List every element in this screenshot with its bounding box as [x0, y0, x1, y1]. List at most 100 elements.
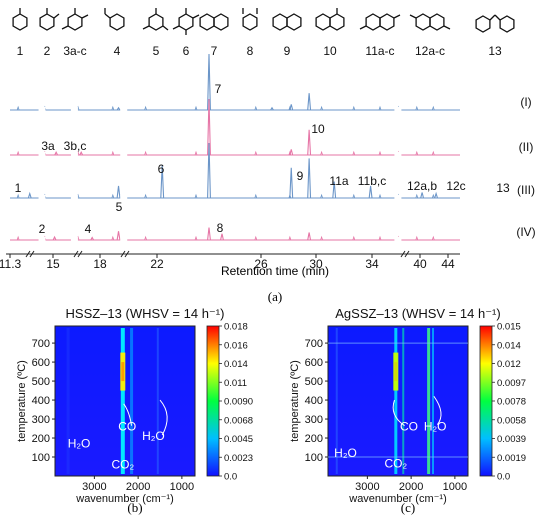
peak-label: 9	[297, 169, 304, 183]
colorbar-tick-label: 0.0090	[224, 397, 253, 408]
y-tick-label: 400	[32, 395, 50, 407]
axis-break	[70, 107, 78, 113]
colorbar-tick-label: 0.018	[224, 322, 248, 333]
minor-peak	[415, 235, 419, 241]
benzene-ring	[242, 13, 258, 31]
y-axis-label: temperature (ºC)	[289, 360, 301, 442]
panel-label-c: (c)	[401, 500, 415, 515]
minor-peak	[111, 150, 115, 156]
colorbar-tick-label: 0.0023	[224, 453, 253, 464]
minor-peak	[378, 150, 382, 156]
axis-break-mark	[25, 250, 35, 258]
minor-peak	[378, 105, 382, 111]
minor-peak	[194, 150, 198, 156]
y-tick-label: 600	[32, 357, 50, 369]
axis-break	[38, 237, 46, 243]
peak-label: 10	[311, 122, 325, 136]
benzene-ring	[109, 13, 125, 31]
chromatogram-peak	[52, 235, 57, 241]
benzene-ring	[12, 13, 28, 31]
y-tick-label: 200	[305, 433, 323, 445]
benzene-ring	[67, 13, 83, 31]
compound-label: 3a-c	[63, 44, 86, 58]
compound-label: 8	[247, 44, 254, 58]
minor-peak	[16, 150, 20, 156]
trace-label: (IV)	[516, 225, 535, 239]
chromatogram-peak	[160, 164, 165, 199]
y-tick-label: 700	[32, 338, 50, 350]
axis-break	[70, 237, 78, 243]
axis-break	[120, 195, 128, 201]
heatmap-annotation: H₂O	[424, 419, 447, 433]
heatmap-annotation: CO	[118, 419, 136, 433]
axis-break	[394, 107, 402, 113]
chromatogram-peak	[420, 192, 425, 199]
compound-label: 6	[183, 44, 190, 58]
minor-peak	[288, 235, 292, 241]
x-tick-label: 1000	[170, 481, 194, 493]
axis-break	[70, 195, 78, 201]
absorption-band	[130, 328, 134, 474]
minor-peak	[320, 193, 323, 199]
compound-label: 13	[488, 44, 502, 58]
colorbar-tick-label: 0.014	[224, 359, 248, 370]
absorption-band	[402, 328, 405, 474]
minor-peak	[16, 235, 20, 241]
benzene-ring	[148, 13, 164, 31]
colorbar-tick-label: 0.0	[224, 472, 237, 483]
axis-break-mark	[400, 250, 410, 258]
peak-label: 5	[116, 200, 123, 214]
minor-peak	[431, 193, 435, 199]
axis-break	[394, 152, 402, 158]
peak-label: 2	[39, 222, 46, 236]
benzene-ring	[199, 13, 215, 31]
y-tick-label: 300	[32, 414, 50, 426]
structure-8	[242, 8, 258, 31]
axis-break-mark	[73, 250, 83, 258]
minor-peak	[111, 105, 115, 111]
x-tick-label: 44	[441, 257, 455, 271]
heatmap-title: AgSSZ–13 (WHSV = 14 h⁻¹)	[335, 306, 500, 321]
x-tick-label: 2000	[399, 481, 423, 493]
trace-0	[10, 53, 460, 113]
y-tick-label: 300	[305, 414, 323, 426]
axis-break	[120, 152, 128, 158]
y-axis-label: temperature (ºC)	[16, 360, 28, 442]
chromatogram-peak	[307, 232, 312, 241]
structure-11a-c	[359, 13, 401, 31]
heatmap-area	[327, 325, 469, 477]
peak-label: 12a,b	[407, 179, 437, 193]
y-tick-label: 100	[32, 452, 50, 464]
minor-peak	[144, 193, 147, 199]
minor-peak	[431, 235, 435, 241]
colorbar	[479, 325, 493, 477]
colorbar-tick-label: 0.0039	[497, 434, 526, 445]
x-tick-label: 15	[46, 257, 60, 271]
chromatogram-peak	[207, 142, 211, 199]
trace-label: (II)	[519, 140, 534, 154]
benzene-ring	[286, 13, 302, 31]
peak-label: 12c	[446, 179, 465, 193]
axis-break	[394, 237, 402, 243]
x-tick-label: 22	[150, 257, 164, 271]
chromatogram-peak	[207, 53, 211, 111]
heatmap-annotation: CO₂	[111, 457, 134, 471]
colorbar-tick-label: 0.0078	[497, 397, 526, 408]
axis-break	[70, 152, 78, 158]
minor-peak	[288, 193, 292, 199]
trace-2	[10, 142, 460, 201]
compound-label: 9	[284, 44, 291, 58]
chromatogram-peak	[220, 233, 224, 241]
peak-label: 8	[217, 221, 224, 235]
minor-peak	[320, 105, 323, 111]
axis-break	[120, 107, 128, 113]
axis-break	[120, 237, 128, 243]
x-tick-label: 30	[309, 257, 323, 271]
benzene-ring	[329, 13, 345, 31]
y-tick-label: 500	[32, 376, 50, 388]
absorption-band	[432, 328, 434, 474]
minor-peak	[144, 105, 147, 111]
compound-label: 1	[17, 44, 24, 58]
x-tick-label: 40	[413, 257, 427, 271]
annotation-arrow	[392, 399, 405, 427]
